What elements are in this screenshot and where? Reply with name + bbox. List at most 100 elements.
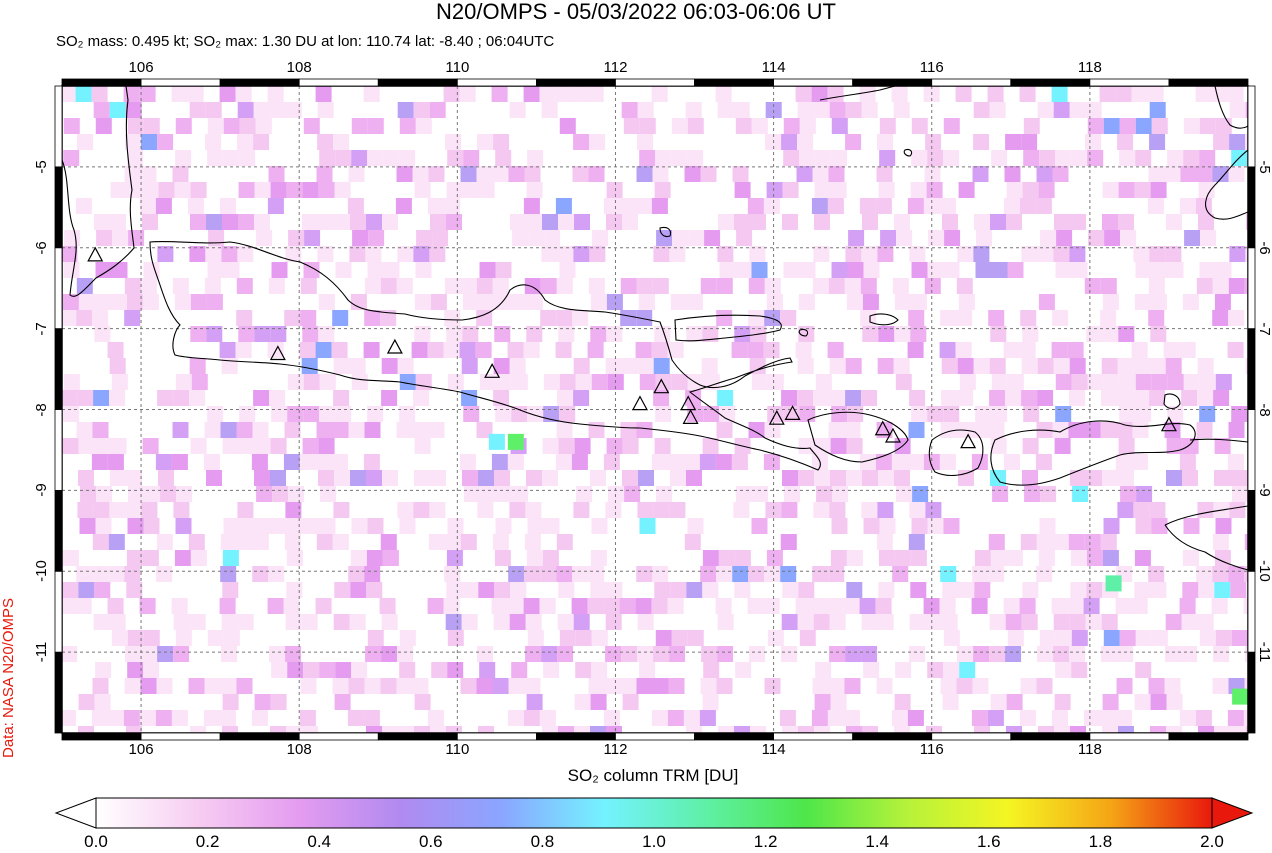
so2-pixel: [700, 566, 717, 582]
so2-pixel: [446, 182, 463, 198]
so2-pixel: [316, 166, 333, 182]
volcano-triangle-icon: [386, 338, 403, 354]
so2-pixel: [1071, 262, 1088, 278]
so2-pixel: [95, 662, 112, 678]
so2-pixel: [590, 550, 607, 566]
so2-pixel: [559, 262, 576, 278]
so2-pixel: [523, 710, 540, 726]
so2-pixel: [877, 358, 894, 374]
so2-pixel: [364, 310, 381, 326]
so2-pixel: [1133, 390, 1150, 406]
so2-pixel: [587, 86, 604, 102]
so2-pixel: [940, 310, 957, 326]
so2-pixel: [1245, 102, 1248, 118]
so2-pixel: [1053, 614, 1070, 630]
frame-segment: [298, 78, 379, 87]
so2-pixel: [1198, 182, 1215, 198]
so2-pixel: [95, 518, 112, 534]
so2-pixel: [1214, 726, 1230, 733]
so2-pixel: [413, 102, 430, 118]
so2-pixel: [783, 150, 800, 166]
so2-pixel: [1198, 726, 1214, 733]
so2-pixel: [190, 294, 207, 310]
so2-pixel: [1163, 342, 1180, 358]
so2-pixel: [591, 630, 608, 646]
so2-pixel: [1150, 326, 1167, 342]
so2-pixel: [910, 294, 927, 310]
so2-pixel: [204, 422, 221, 438]
so2-pixel: [1037, 358, 1054, 374]
so2-pixel: [96, 230, 113, 246]
so2-pixel: [1087, 374, 1104, 390]
so2-pixel: [1069, 246, 1086, 262]
so2-pixel: [558, 726, 574, 733]
so2-pixel: [75, 598, 92, 614]
so2-pixel: [252, 566, 269, 582]
so2-pixel: [702, 438, 719, 454]
so2-pixel: [396, 278, 413, 294]
so2-pixel: [1151, 630, 1168, 646]
so2-pixel: [782, 214, 798, 230]
so2-pixel: [799, 150, 816, 166]
so2-pixel: [1199, 630, 1216, 646]
so2-pixel: [318, 294, 335, 310]
so2-pixel: [832, 486, 849, 502]
so2-pixel: [1070, 214, 1086, 230]
so2-pixel: [366, 550, 383, 566]
so2-pixel: [846, 582, 863, 598]
so2-pixel: [827, 86, 844, 102]
so2-pixel: [939, 598, 956, 614]
so2-pixel: [988, 566, 1005, 582]
so2-pixel: [91, 86, 108, 102]
so2-pixel: [1151, 118, 1168, 134]
so2-pixel: [140, 166, 157, 182]
so2-pixel: [558, 438, 575, 454]
so2-pixel: [413, 390, 430, 406]
so2-pixel: [1227, 454, 1244, 470]
so2-pixel: [139, 710, 156, 726]
so2-pixel: [171, 454, 188, 470]
so2-pixel: [559, 406, 576, 422]
so2-pixel: [142, 438, 159, 454]
so2-pixel: [415, 118, 432, 134]
so2-pixel: [958, 182, 975, 198]
so2-pixel: [588, 678, 605, 694]
coastline-karimunjawa: [659, 226, 672, 238]
so2-pixel: [124, 310, 141, 326]
so2-pixel: [205, 246, 222, 262]
so2-pixel: [459, 454, 476, 470]
frame-segment: [536, 78, 616, 87]
so2-pixel: [1214, 294, 1231, 310]
so2-pixel: [1019, 86, 1036, 102]
so2-pixel: [667, 598, 684, 614]
so2-pixel: [1228, 166, 1245, 182]
so2-pixel: [526, 182, 543, 198]
so2-pixel: [1197, 358, 1214, 374]
so2-pixel: [463, 406, 480, 422]
so2-pixel: [829, 358, 846, 374]
so2-pixel: [1004, 166, 1021, 182]
so2-pixel: [1131, 598, 1148, 614]
so2-pixel: [1071, 662, 1088, 678]
so2-pixel: [925, 614, 942, 630]
so2-pixel: [987, 86, 1004, 102]
so2-pixel: [524, 166, 541, 182]
so2-pixel: [751, 518, 768, 534]
so2-pixel: [975, 406, 992, 422]
so2-pixel: [411, 342, 428, 358]
so2-pixel: [156, 566, 173, 582]
so2-pixel: [236, 422, 253, 438]
so2-pixel: [395, 198, 412, 214]
so2-pixel: [447, 518, 464, 534]
so2-pixel: [908, 422, 925, 438]
so2-pixel: [1148, 678, 1165, 694]
so2-pixel: [959, 662, 976, 678]
so2-pixel: [811, 86, 828, 102]
so2-pixel: [334, 694, 351, 710]
so2-pixel: [414, 182, 431, 198]
so2-pixel: [717, 390, 734, 406]
so2-pixel: [173, 502, 190, 518]
so2-pixel: [527, 150, 544, 166]
so2-pixel: [1072, 486, 1089, 502]
so2-pixel: [1115, 598, 1132, 614]
